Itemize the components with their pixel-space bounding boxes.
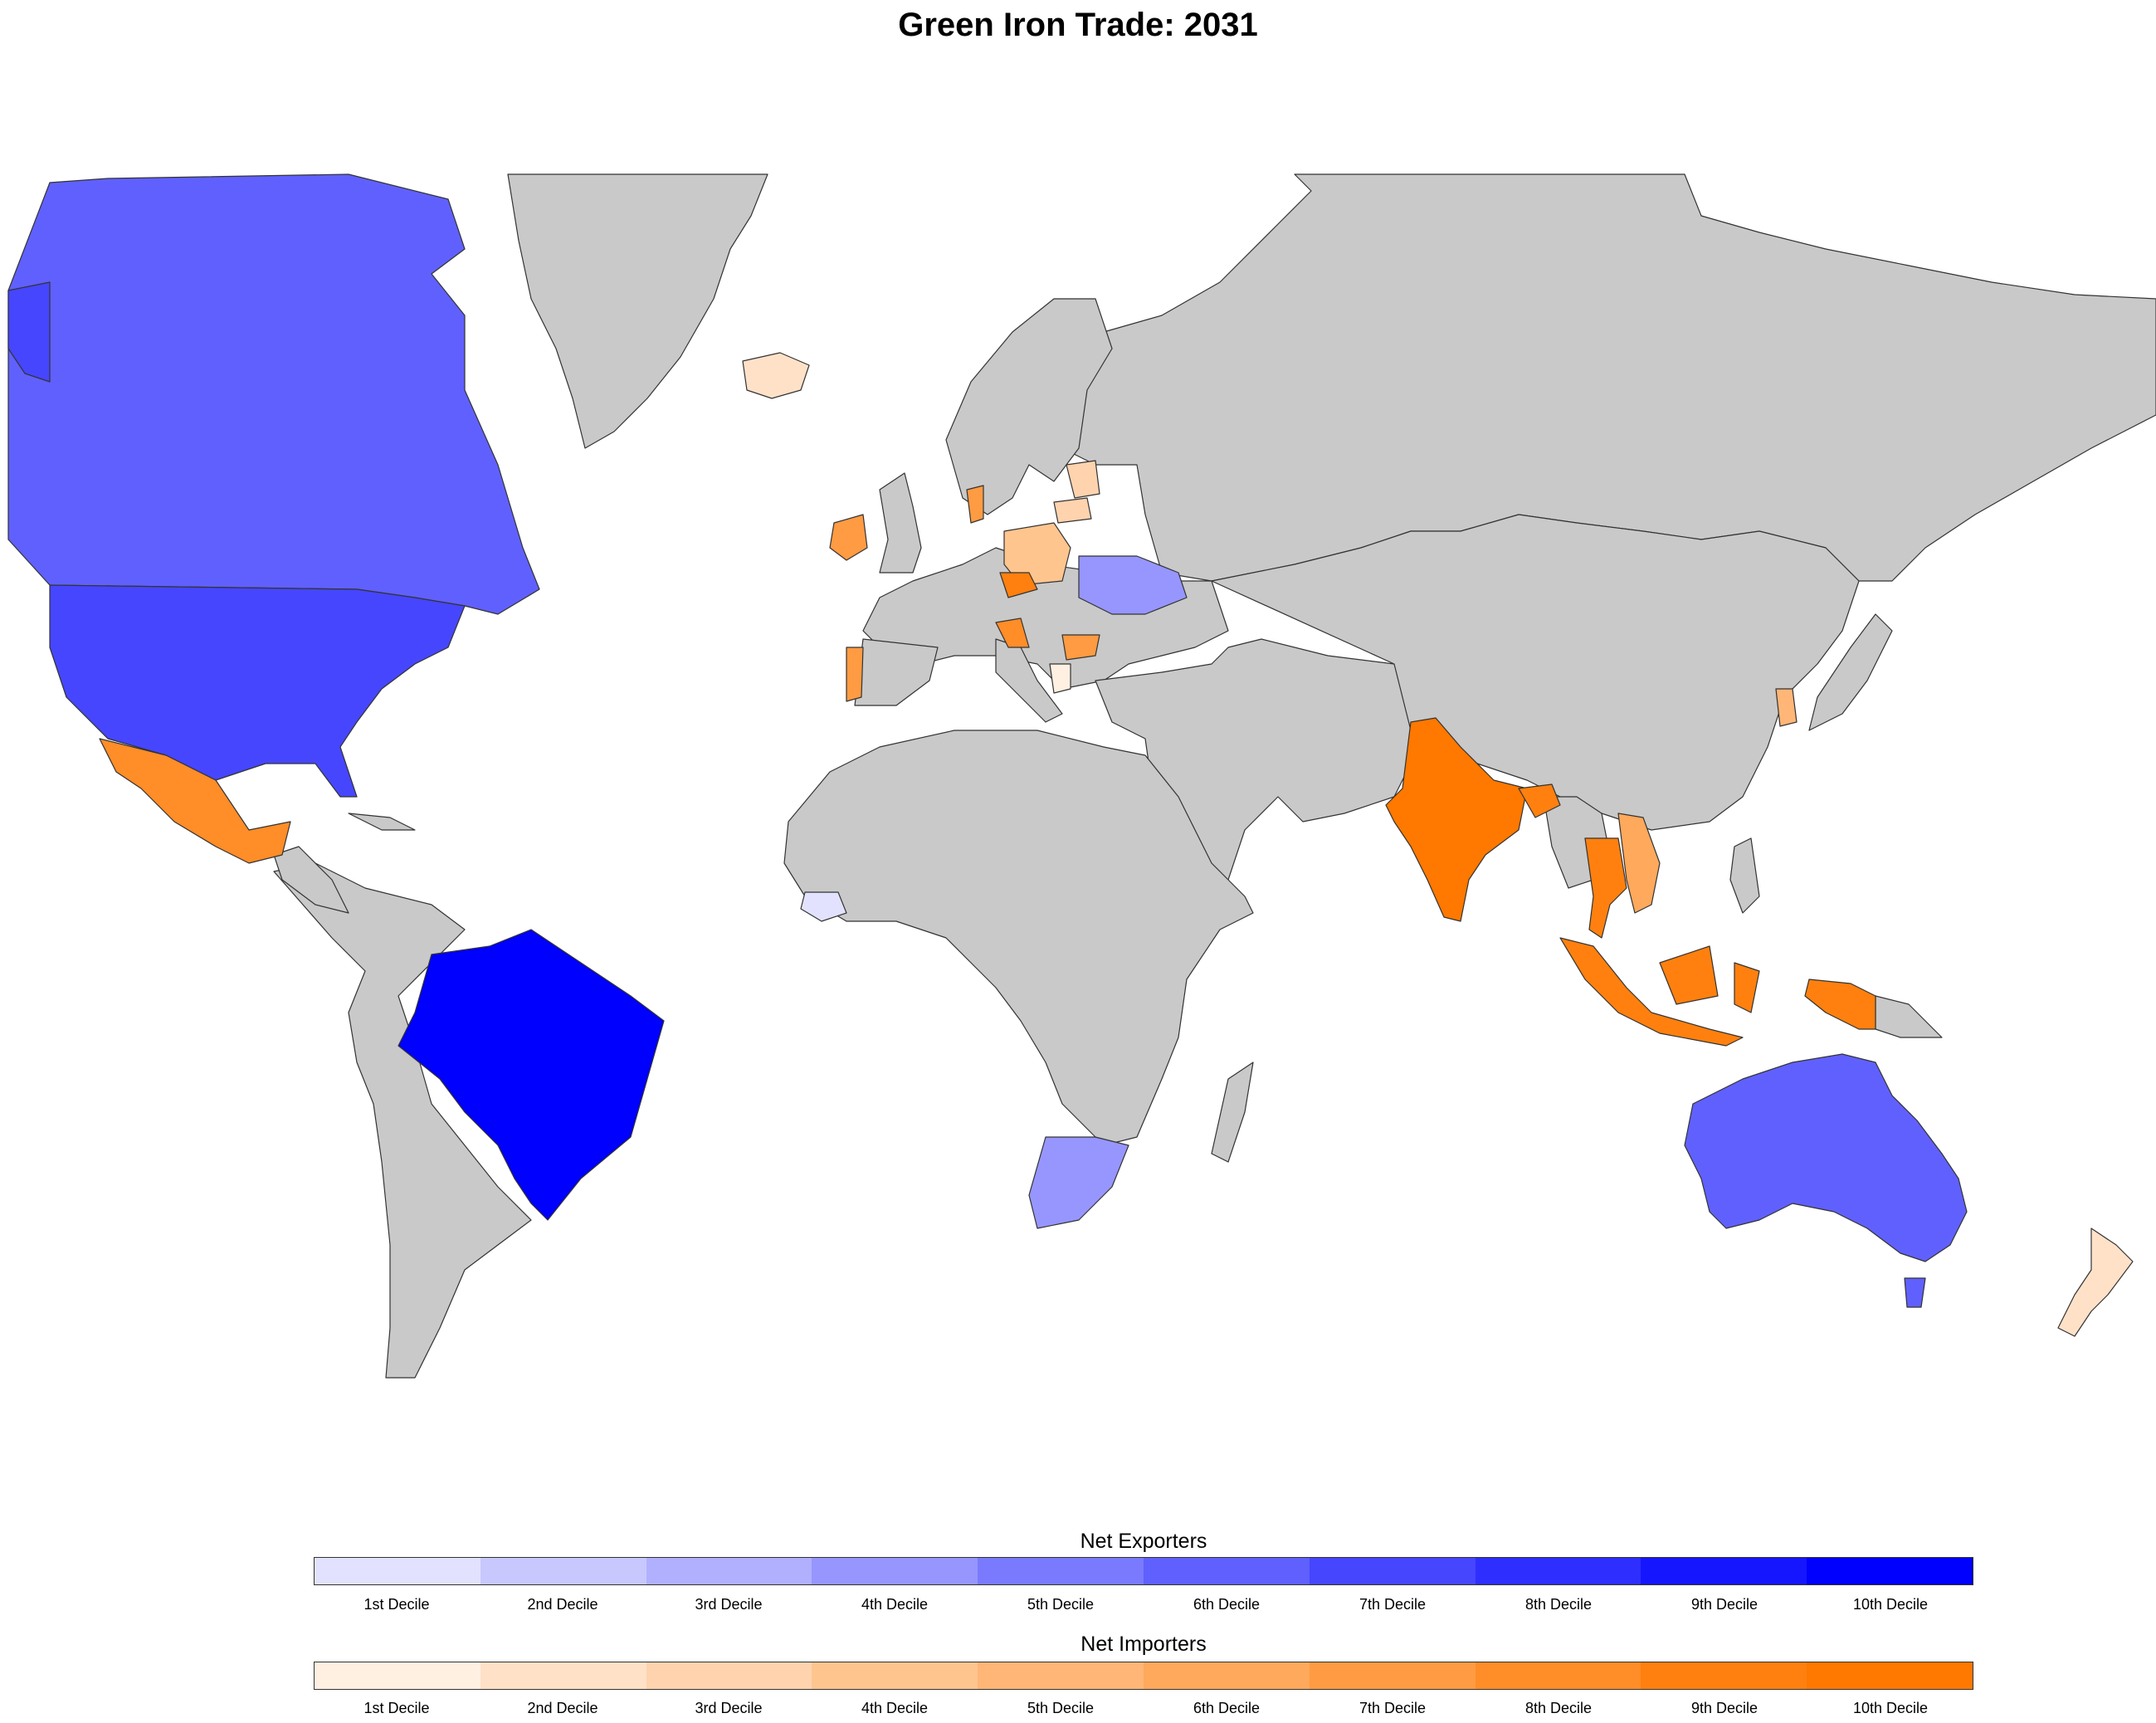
country-tasmania <box>1904 1277 1926 1308</box>
importers-decile-label: 5th Decile <box>1027 1700 1095 1716</box>
country-canada <box>7 173 540 615</box>
country-croatia <box>995 617 1030 648</box>
country-latvia <box>1066 460 1100 499</box>
exporters-colorbar-cell <box>1641 1558 1807 1584</box>
country-south-korea <box>1775 688 1797 727</box>
country-south-africa <box>1028 1136 1129 1229</box>
madagascar <box>1211 1062 1254 1163</box>
exporters-legend-title: Net Exporters <box>1080 1530 1207 1553</box>
importers-decile-label: 8th Decile <box>1524 1700 1593 1716</box>
exporters-decile-label: 8th Decile <box>1524 1596 1593 1613</box>
exporters-decile-label: 9th Decile <box>1690 1596 1758 1613</box>
exporters-decile-label: 1st Decile <box>363 1596 430 1613</box>
importers-decile-label: 9th Decile <box>1690 1700 1758 1716</box>
scandinavia <box>945 298 1113 515</box>
country-papua <box>1804 979 1876 1030</box>
russia <box>1028 173 2156 582</box>
spain <box>854 638 939 706</box>
country-usa <box>49 584 466 798</box>
philippines <box>1729 837 1760 914</box>
country-australia <box>1684 1053 1968 1262</box>
importers-colorbar-cell <box>1143 1662 1310 1689</box>
no-data-land <box>273 173 2156 1379</box>
africa <box>783 730 1254 1146</box>
country-czechia <box>999 572 1038 598</box>
exporters-colorbar-cell <box>1309 1558 1476 1584</box>
country-ukraine <box>1078 555 1188 615</box>
importers-decile-label: 6th Decile <box>1193 1700 1261 1716</box>
exporters-colorbar-cell <box>978 1558 1144 1584</box>
importers-colorbar-cell <box>480 1662 646 1689</box>
country-alaska <box>7 281 51 383</box>
exporters-colorbar-cell <box>1143 1558 1310 1584</box>
exporters-colorbar-cell <box>812 1558 978 1584</box>
world-map <box>7 173 2156 1379</box>
importers-colorbar-cell <box>1641 1662 1807 1689</box>
importers-decile-label: 1st Decile <box>363 1700 430 1716</box>
importers-colorbar-cell <box>1807 1662 1973 1689</box>
cuba <box>348 813 416 831</box>
country-portugal <box>846 647 864 702</box>
country-denmark <box>966 485 984 524</box>
exporters-colorbar-cell <box>480 1558 646 1584</box>
exporters-decile-label: 5th Decile <box>1027 1596 1095 1613</box>
great-britain <box>879 472 922 574</box>
colored-countries <box>7 173 2134 1337</box>
importers-legend-title: Net Importers <box>1080 1633 1207 1656</box>
exporters-colorbar-cell <box>1475 1558 1641 1584</box>
exporters-decile-label: 4th Decile <box>861 1596 929 1613</box>
importers-colorbar-cell <box>812 1662 978 1689</box>
country-vietnam <box>1617 813 1661 914</box>
exporters-colorbar <box>314 1557 1973 1585</box>
country-ireland <box>829 514 868 561</box>
japan <box>1808 613 1893 731</box>
exporters-decile-label: 2nd Decile <box>527 1596 598 1613</box>
importers-decile-labels: 1st Decile 2nd Decile 3rd Decile 4th Decile… <box>314 1700 1973 1717</box>
exporters-decile-label: 6th Decile <box>1193 1596 1261 1613</box>
importers-colorbar-cell <box>315 1662 480 1689</box>
importers-colorbar-cell <box>1309 1662 1476 1689</box>
exporters-decile-label: 3rd Decile <box>695 1596 763 1613</box>
country-india <box>1385 717 1528 922</box>
country-iceland <box>742 352 810 399</box>
central-america <box>273 846 349 914</box>
exporters-decile-label: 7th Decile <box>1358 1596 1427 1613</box>
importers-decile-label: 3rd Decile <box>695 1700 763 1716</box>
country-guinea <box>800 891 847 922</box>
exporters-colorbar-cell <box>1807 1558 1973 1584</box>
country-bulgaria <box>1061 634 1100 661</box>
importers-colorbar-cell <box>646 1662 812 1689</box>
exporters-colorbar-cell <box>315 1558 480 1584</box>
importers-colorbar-cell <box>1475 1662 1641 1689</box>
china <box>1211 514 1860 831</box>
exporters-decile-label: 10th Decile <box>1852 1596 1929 1613</box>
exporters-colorbar-cell <box>646 1558 812 1584</box>
importers-decile-label: 7th Decile <box>1358 1700 1427 1716</box>
country-greece <box>1049 663 1071 694</box>
country-poland <box>1003 522 1071 586</box>
importers-decile-label: 4th Decile <box>861 1700 929 1716</box>
greenland <box>507 173 768 449</box>
importers-decile-label: 2nd Decile <box>527 1700 598 1716</box>
italy <box>995 638 1063 723</box>
country-thailand <box>1584 837 1627 939</box>
country-new-zealand <box>2057 1228 2134 1337</box>
importers-colorbar-cell <box>978 1662 1144 1689</box>
country-brazil <box>398 929 665 1221</box>
importers-colorbar <box>314 1662 1973 1690</box>
country-mexico <box>99 738 291 864</box>
country-indonesia <box>1559 937 1760 1047</box>
exporters-decile-labels: 1st Decile 2nd Decile 3rd Decile 4th Decile… <box>314 1596 1973 1613</box>
map-title: Green Iron Trade: 2031 <box>898 7 1258 43</box>
country-lithuania <box>1053 497 1092 524</box>
importers-decile-label: 10th Decile <box>1852 1700 1929 1716</box>
south-america <box>273 862 532 1379</box>
papua-new-guinea <box>1875 995 1943 1038</box>
country-bangladesh <box>1518 783 1561 818</box>
